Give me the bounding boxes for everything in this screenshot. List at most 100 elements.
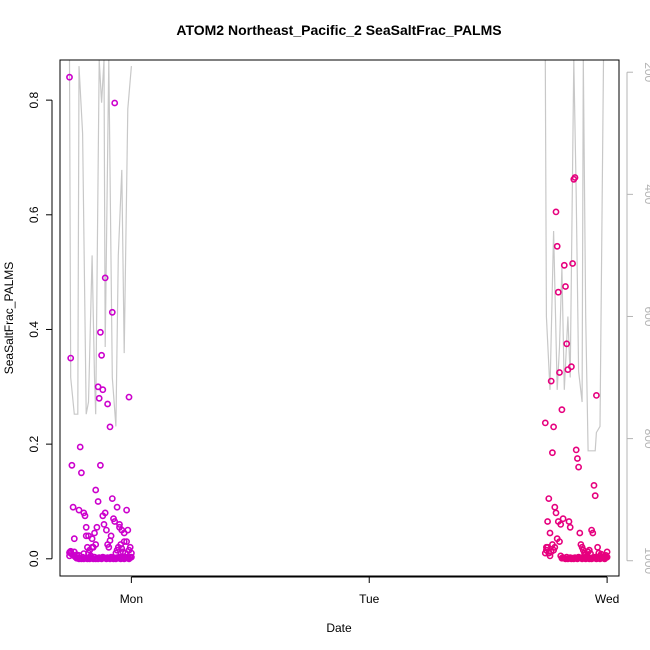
data-point-series2-71 — [562, 283, 569, 290]
chart-title: ATOM2 Northeast_Pacific_2 SeaSaltFrac_PA… — [176, 22, 501, 38]
data-point-series2-80 — [572, 446, 580, 454]
data-point-series2-68 — [558, 406, 566, 414]
right-tick-label: 200 — [642, 62, 650, 82]
data-point-series1-53 — [127, 553, 135, 561]
data-point-series1-98 — [93, 523, 101, 531]
right-tick-label: 800 — [642, 429, 650, 449]
data-point-series1-108 — [105, 543, 113, 551]
altitude-line-2 — [544, 59, 605, 452]
right-tick-label: 1000 — [642, 547, 650, 574]
data-point-series2-77 — [569, 260, 576, 267]
data-point-series1-79 — [123, 538, 130, 545]
data-point-series2-66 — [556, 369, 563, 376]
data-point-series1-117 — [116, 523, 123, 531]
data-point-series2-58 — [546, 552, 554, 560]
data-point-series1-61 — [78, 469, 85, 477]
y-tick-label: 0.2 — [27, 435, 41, 452]
data-point-series2-6 — [547, 377, 555, 385]
data-point-series1-125 — [125, 393, 133, 401]
data-point-series2-1 — [541, 419, 549, 427]
data-point-series2-5 — [546, 529, 554, 537]
y-tick-label: 0.0 — [27, 550, 41, 567]
axes-layer: 0.0 0.2 0.4 0.6 0.8 Mon Tue Wed 200 400 600 800 1000 — [27, 59, 650, 606]
data-point-series2-82 — [575, 463, 582, 471]
data-point-series2-69 — [559, 515, 567, 523]
y-tick-label: 0.6 — [27, 206, 41, 223]
data-point-series2-10 — [552, 509, 560, 517]
data-point-series1-84 — [67, 547, 75, 555]
x-axis-label: Date — [326, 621, 352, 635]
data-point-series1-1 — [66, 73, 73, 81]
data-point-series1-73 — [108, 308, 116, 316]
data-point-series1-69 — [99, 386, 107, 394]
data-point-series2-79 — [571, 174, 579, 181]
data-point-series1-94 — [88, 535, 96, 543]
data-point-series2-72 — [563, 340, 571, 348]
data-point-series2-106 — [603, 548, 611, 556]
data-point-series1-110 — [107, 532, 115, 540]
data-point-series1-99 — [94, 383, 102, 391]
right-tick-label: 600 — [642, 306, 650, 326]
points-layer — [66, 73, 611, 563]
data-point-series1-105 — [101, 509, 109, 517]
data-point-series2-67 — [557, 521, 565, 528]
data-point-series1-97 — [92, 486, 100, 494]
data-point-series2-63 — [552, 208, 560, 216]
data-point-series2-94 — [589, 529, 597, 537]
right-tick-label: 400 — [642, 184, 650, 204]
data-point-series2-98 — [594, 543, 601, 551]
x-tick-label: Wed — [595, 592, 619, 606]
x-tick-label: Mon — [120, 592, 143, 606]
data-point-series1-100 — [95, 394, 103, 402]
data-point-series1-68 — [97, 461, 104, 469]
data-point-series1-60 — [76, 443, 84, 451]
data-point-series2-75 — [566, 523, 574, 531]
y-axis-label: SeaSaltFrac_PALMS — [2, 262, 16, 375]
data-point-series1-122 — [122, 549, 129, 557]
data-point-series2-76 — [568, 363, 575, 371]
data-point-series1-75 — [113, 503, 121, 511]
data-point-series2-105 — [602, 552, 610, 559]
data-point-series2-65 — [554, 288, 562, 296]
data-point-series2-70 — [560, 261, 568, 269]
data-point-series1-106 — [103, 526, 110, 534]
data-point-series1-70 — [101, 274, 109, 282]
data-point-series1-111 — [108, 495, 116, 502]
data-point-series1-67 — [94, 498, 102, 505]
data-point-series2-95 — [590, 481, 598, 489]
data-point-series2-13 — [556, 538, 563, 545]
data-point-series1-2 — [67, 354, 75, 362]
data-point-series1-96 — [91, 529, 98, 537]
data-point-series1-74 — [111, 99, 119, 107]
y-tick-label: 0.4 — [27, 321, 41, 338]
data-point-series1-95 — [89, 543, 97, 551]
data-point-series2-74 — [565, 518, 573, 525]
data-point-series1-93 — [87, 552, 95, 560]
data-point-series2-83 — [576, 529, 584, 537]
data-point-series2-3 — [544, 518, 551, 525]
data-point-series1-5 — [70, 535, 78, 543]
data-point-series1-89 — [82, 532, 90, 540]
y-tick-label: 0.8 — [27, 91, 41, 108]
data-point-series2-56 — [544, 543, 551, 551]
data-point-series2-97 — [593, 391, 600, 399]
data-point-series2-64 — [553, 242, 561, 250]
data-point-series1-121 — [120, 538, 128, 545]
data-point-series2-7 — [549, 449, 556, 457]
data-point-series1-104 — [100, 521, 108, 528]
data-point-series2-4 — [545, 495, 553, 502]
data-point-series1-124 — [124, 526, 132, 534]
data-point-series1-113 — [111, 518, 119, 525]
data-point-series2-62 — [551, 543, 559, 551]
data-point-series1-59 — [75, 506, 83, 514]
data-point-series1-123 — [123, 506, 130, 514]
data-point-series1-4 — [69, 503, 77, 511]
data-point-series1-119 — [118, 545, 126, 552]
data-point-series1-63 — [82, 523, 90, 531]
data-point-series1-102 — [98, 351, 105, 359]
data-point-series2-91 — [585, 546, 593, 554]
data-point-series1-101 — [97, 328, 104, 336]
data-point-series2-8 — [550, 423, 557, 431]
